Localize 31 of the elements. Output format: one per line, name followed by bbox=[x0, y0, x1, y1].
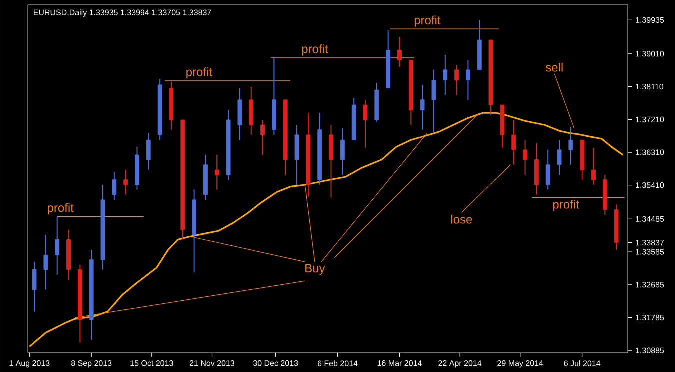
annotation: Buy bbox=[306, 264, 326, 276]
y-tick-label: 1.39010 bbox=[636, 51, 664, 57]
y-tick-label: 1.35410 bbox=[636, 182, 664, 188]
x-tick-label: 22 Apr 2014 bbox=[438, 360, 482, 368]
annotation: profit bbox=[302, 44, 328, 56]
y-tick-label: 1.30885 bbox=[636, 348, 664, 354]
y-tick-label: 1.39935 bbox=[636, 17, 664, 23]
y-tick-label: 1.31785 bbox=[636, 314, 664, 321]
y-tick-label: 1.33837 bbox=[636, 240, 664, 246]
x-tick-label: 6 Feb 2014 bbox=[318, 360, 358, 366]
y-tick-label: 1.38110 bbox=[636, 84, 664, 90]
x-tick-label: 15 Oct 2013 bbox=[130, 360, 174, 366]
x-tick-label: 30 Dec 2013 bbox=[253, 360, 298, 366]
y-tick-label: 1.34485 bbox=[636, 216, 664, 222]
x-tick-label: 8 Sep 2013 bbox=[71, 360, 112, 368]
x-tick-label: 21 Nov 2013 bbox=[190, 360, 235, 366]
annotation: profit bbox=[186, 68, 212, 79]
annotation: sell bbox=[546, 63, 563, 72]
annotation: lose bbox=[452, 214, 472, 224]
annotation: profit bbox=[48, 203, 74, 215]
y-tick-label: 1.33585 bbox=[636, 249, 664, 255]
x-tick-label: 6 Jul 2014 bbox=[564, 360, 601, 366]
y-tick-label: 1.32685 bbox=[636, 282, 664, 288]
y-tick-label: 1.36310 bbox=[636, 150, 664, 156]
y-tick-label: 1.37210 bbox=[636, 116, 664, 122]
annotation: profit bbox=[553, 200, 580, 212]
text: EURUSD,Daily 1.33935 1.33994 1.33705 1.33837 bbox=[34, 10, 212, 18]
x-tick-label: 29 May 2014 bbox=[498, 360, 544, 368]
annotation: profit bbox=[414, 16, 441, 27]
x-tick-label: 16 Mar 2014 bbox=[378, 360, 422, 366]
x-tick-label: 1 Aug 2013 bbox=[10, 360, 50, 368]
